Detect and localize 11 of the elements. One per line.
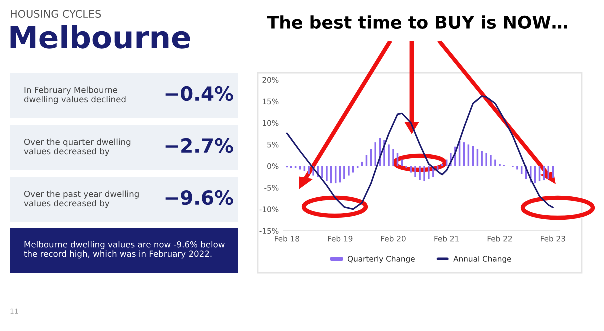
text: Over the quarter dwelling values decreased by (24, 138, 131, 156)
text: −9.6% (166, 190, 234, 206)
text: −0.4% (166, 86, 234, 102)
text: HOUSING CYCLES (11, 10, 102, 18)
text: Melbourne (10, 25, 190, 49)
text: Melbourne dwelling values are now -9.6% below the record high, which was in February 2022. (24, 241, 225, 259)
line-series (286, 96, 554, 210)
text: Over the past year dwelling values decreased by (24, 190, 139, 208)
text: In February Melbourne dwelling values declined (24, 86, 126, 104)
chart-title: The best time to BUY is NOW… (267, 16, 568, 30)
text: −2.7% (166, 138, 234, 154)
